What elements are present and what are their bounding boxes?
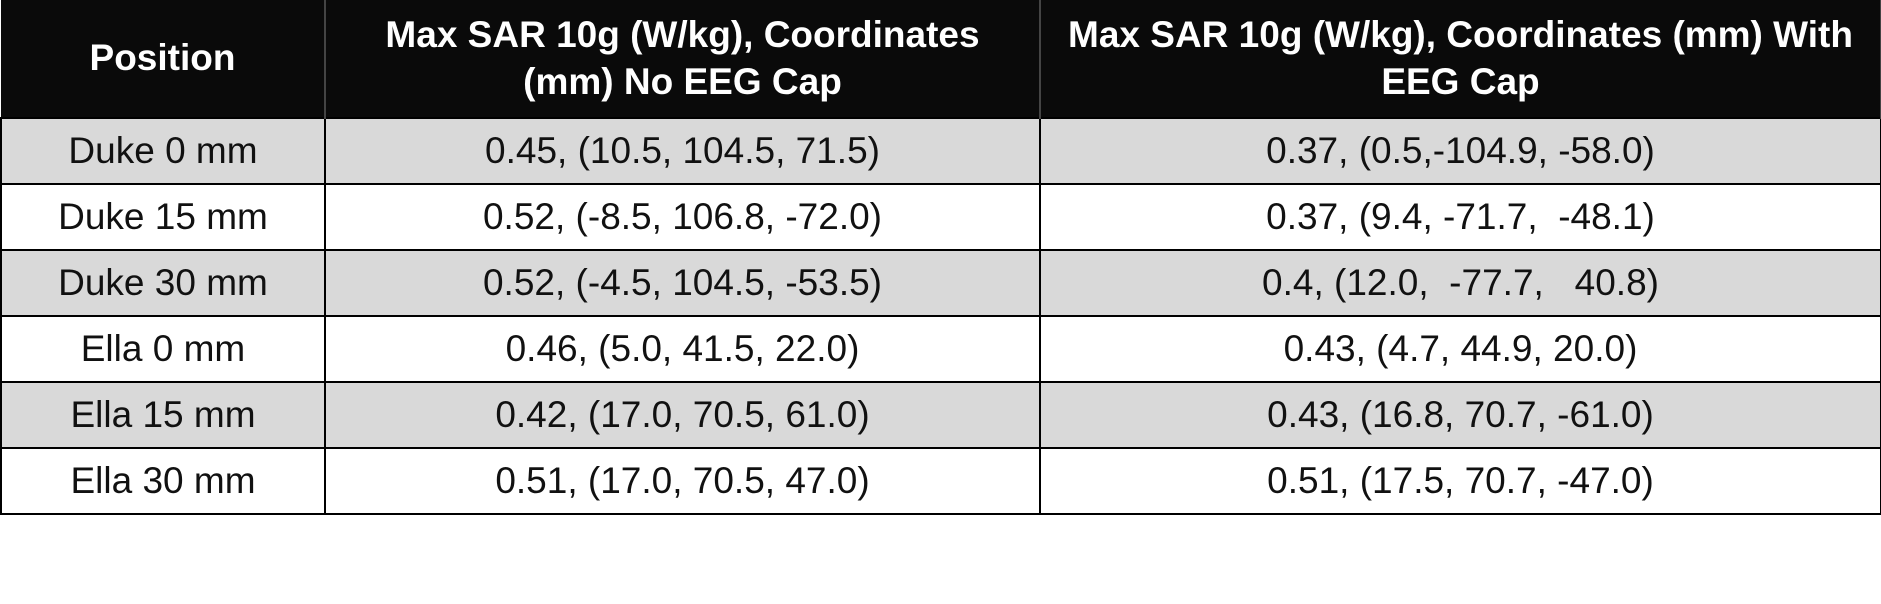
- header-row: Position Max SAR 10g (W/kg), Coordinates …: [1, 0, 1881, 118]
- table-cell: 0.37, (0.5,-104.9, -58.0): [1039, 117, 1881, 185]
- table-cell: Duke 15 mm: [0, 183, 326, 251]
- header-cell: Position: [1, 0, 326, 118]
- table-cell: 0.52, (-8.5, 106.8, -72.0): [324, 183, 1041, 251]
- table-row: Duke 30 mm 0.52, (-4.5, 104.5, -53.5) 0.4,…: [0, 249, 1881, 317]
- sar-table: Position Max SAR 10g (W/kg), Coordinates …: [0, 0, 1881, 515]
- table-row: Ella 30 mm 0.51, (17.0, 70.5, 47.0) 0.51, …: [0, 447, 1881, 515]
- table-cell: 0.4, (12.0, -77.7, 40.8): [1039, 249, 1881, 317]
- table-cell: Ella 0 mm: [0, 315, 326, 383]
- table-cell: Duke 0 mm: [0, 117, 326, 185]
- header-cell: Max SAR 10g (W/kg), Coordinates (mm) No …: [325, 0, 1041, 118]
- table-cell: 0.51, (17.5, 70.7, -47.0): [1039, 447, 1881, 515]
- table-cell: Ella 30 mm: [0, 447, 326, 515]
- table-row: Duke 15 mm 0.52, (-8.5, 106.8, -72.0) 0.37…: [0, 183, 1881, 251]
- table-row: Duke 0 mm 0.45, (10.5, 104.5, 71.5) 0.37, …: [0, 117, 1881, 185]
- table-cell: 0.51, (17.0, 70.5, 47.0): [324, 447, 1041, 515]
- table-row: Ella 15 mm 0.42, (17.0, 70.5, 61.0) 0.43, …: [0, 381, 1881, 449]
- table-cell: 0.37, (9.4, -71.7, -48.1): [1039, 183, 1881, 251]
- table-row: Ella 0 mm 0.46, (5.0, 41.5, 22.0) 0.43, (4…: [0, 315, 1881, 383]
- table-cell: 0.42, (17.0, 70.5, 61.0): [324, 381, 1041, 449]
- table-cell: Duke 30 mm: [0, 249, 326, 317]
- table-cell: 0.43, (16.8, 70.7, -61.0): [1039, 381, 1881, 449]
- table-cell: Ella 15 mm: [0, 381, 326, 449]
- table-cell: 0.46, (5.0, 41.5, 22.0): [324, 315, 1041, 383]
- table-cell: 0.52, (-4.5, 104.5, -53.5): [324, 249, 1041, 317]
- table-cell: 0.43, (4.7, 44.9, 20.0): [1039, 315, 1881, 383]
- table-cell: 0.45, (10.5, 104.5, 71.5): [324, 117, 1041, 185]
- header-cell: Max SAR 10g (W/kg), Coordinates (mm) Wit…: [1040, 0, 1881, 118]
